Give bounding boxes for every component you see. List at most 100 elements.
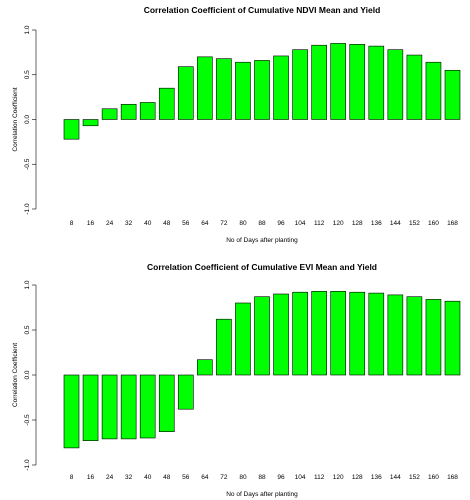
x-tick-label: 104 — [295, 220, 306, 227]
bar-104 — [293, 292, 308, 375]
bar-32 — [121, 375, 136, 439]
x-tick-label: 80 — [239, 220, 247, 227]
bar-16 — [83, 375, 98, 441]
bar-88 — [255, 60, 270, 119]
x-axis-label: No of Days after planting — [226, 237, 298, 244]
bar-160 — [426, 299, 441, 375]
x-tick-label: 24 — [106, 220, 114, 227]
bar-144 — [388, 295, 403, 375]
bar-32 — [121, 104, 136, 119]
x-tick-label: 16 — [87, 220, 95, 227]
x-tick-label: 88 — [258, 474, 266, 481]
bar-72 — [216, 59, 231, 120]
x-tick-label: 112 — [314, 474, 325, 481]
chart-title: Correlation Coefficient of Cumulative EV… — [147, 262, 377, 272]
bar-104 — [293, 50, 308, 120]
x-tick-label: 160 — [428, 474, 439, 481]
x-tick-label: 160 — [428, 220, 439, 227]
y-tick-label: 0.5 — [24, 70, 31, 79]
bar-56 — [178, 375, 193, 409]
x-tick-label: 72 — [220, 220, 228, 227]
bar-16 — [83, 120, 98, 126]
bar-120 — [331, 291, 346, 375]
x-tick-label: 48 — [163, 220, 171, 227]
x-tick-label: 136 — [371, 220, 382, 227]
bar-24 — [102, 375, 117, 439]
x-tick-label: 40 — [144, 220, 152, 227]
y-tick-label: 0.5 — [24, 325, 31, 334]
x-tick-label: 104 — [295, 474, 306, 481]
x-tick-label: 16 — [87, 474, 95, 481]
bar-40 — [140, 375, 155, 438]
bar-48 — [159, 88, 174, 119]
bar-112 — [312, 45, 327, 119]
x-tick-label: 32 — [125, 474, 133, 481]
x-tick-label: 64 — [201, 220, 209, 227]
y-tick-label: -1.0 — [24, 459, 31, 471]
x-tick-label: 168 — [447, 220, 458, 227]
bar-152 — [407, 55, 422, 119]
x-tick-label: 152 — [409, 220, 420, 227]
bar-24 — [102, 109, 117, 120]
x-tick-label: 168 — [447, 474, 458, 481]
y-axis-label: Correlation Coefficient — [12, 343, 19, 407]
bar-56 — [178, 67, 193, 120]
bar-88 — [255, 297, 270, 375]
y-tick-label: 1.0 — [24, 280, 31, 289]
y-tick-label: -0.5 — [24, 414, 31, 426]
bar-80 — [235, 303, 250, 375]
x-tick-label: 40 — [144, 474, 152, 481]
bar-80 — [235, 62, 250, 119]
x-tick-label: 80 — [239, 474, 247, 481]
bar-8 — [64, 120, 79, 140]
x-tick-label: 96 — [277, 220, 285, 227]
x-tick-label: 152 — [409, 474, 420, 481]
chart-title: Correlation Coefficient of Cumulative ND… — [144, 5, 381, 15]
bar-64 — [197, 57, 212, 120]
bar-96 — [274, 56, 289, 120]
bar-48 — [159, 375, 174, 432]
bar-120 — [331, 43, 346, 119]
y-axis-label: Correlation Coefficient — [12, 87, 19, 151]
x-tick-label: 72 — [220, 474, 228, 481]
x-tick-label: 128 — [352, 220, 363, 227]
x-tick-label: 64 — [201, 474, 209, 481]
bar-168 — [445, 70, 460, 119]
x-tick-label: 96 — [277, 474, 285, 481]
chart-1: Correlation Coefficient of Cumulative ND… — [12, 5, 460, 244]
x-tick-label: 128 — [352, 474, 363, 481]
bar-40 — [140, 102, 155, 119]
bar-64 — [197, 360, 212, 375]
y-tick-label: -1.0 — [24, 203, 31, 215]
x-tick-label: 24 — [106, 474, 114, 481]
bar-96 — [274, 294, 289, 375]
x-tick-label: 56 — [182, 474, 190, 481]
x-tick-label: 144 — [390, 474, 401, 481]
x-tick-label: 112 — [314, 220, 325, 227]
y-tick-label: -0.5 — [24, 158, 31, 170]
bar-136 — [369, 46, 384, 119]
bar-72 — [216, 319, 231, 375]
bar-144 — [388, 50, 403, 120]
x-tick-label: 144 — [390, 220, 401, 227]
bar-168 — [445, 301, 460, 375]
x-tick-label: 48 — [163, 474, 171, 481]
chart-2: Correlation Coefficient of Cumulative EV… — [12, 262, 460, 498]
bar-136 — [369, 293, 384, 375]
y-tick-label: 0.0 — [24, 370, 31, 379]
x-tick-label: 8 — [70, 474, 74, 481]
x-axis-label: No of Days after planting — [226, 491, 298, 498]
x-tick-label: 56 — [182, 220, 190, 227]
x-tick-label: 32 — [125, 220, 133, 227]
bar-128 — [350, 292, 365, 375]
bar-152 — [407, 297, 422, 375]
bar-128 — [350, 44, 365, 119]
x-tick-label: 120 — [333, 474, 344, 481]
x-tick-label: 8 — [70, 220, 74, 227]
y-tick-label: 0.0 — [24, 115, 31, 124]
x-tick-label: 120 — [333, 220, 344, 227]
x-tick-label: 136 — [371, 474, 382, 481]
bar-112 — [312, 291, 327, 375]
x-tick-label: 88 — [258, 220, 266, 227]
